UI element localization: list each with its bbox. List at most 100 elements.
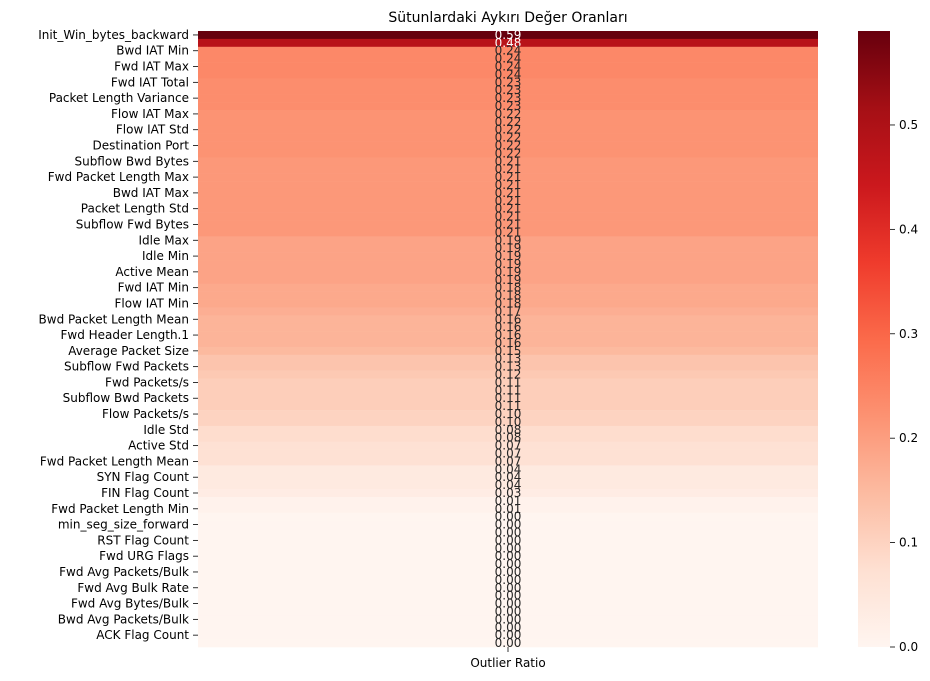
cell-value-label: 0.21: [495, 186, 522, 200]
heatmap-cell: [198, 196, 818, 206]
cell-value-label: 0.17: [495, 304, 522, 318]
cell-value-label: 0.01: [495, 502, 522, 516]
heatmap-cell: [198, 38, 818, 48]
heatmap-cell: [198, 94, 818, 103]
y-tick-label: Subflow Bwd Bytes: [74, 154, 189, 168]
y-tick-label: Idle Min: [142, 249, 189, 263]
colorbar: [858, 31, 890, 647]
heatmap-cell: [198, 228, 818, 237]
cell-value-label: 0.04: [495, 470, 522, 484]
cell-value-label: 0.11: [495, 391, 522, 405]
cell-value-label: 0.00: [495, 533, 522, 547]
y-tick-label: Fwd Avg Packets/Bulk: [59, 565, 189, 579]
y-tick-label: Bwd IAT Min: [116, 44, 189, 58]
y-tick-label: Fwd IAT Min: [118, 281, 189, 295]
heatmap-cell: [198, 46, 818, 55]
cell-value-label: 0.22: [495, 123, 522, 137]
heatmap-cell: [198, 212, 818, 221]
heatmap-cell: [198, 267, 818, 277]
heatmap-cell: [198, 433, 818, 442]
y-tick-label: Subflow Fwd Packets: [64, 360, 189, 374]
heatmap-cell: [198, 275, 818, 285]
heatmap-cell: [198, 323, 818, 332]
heatmap-cell: [198, 117, 818, 127]
y-tick-label: Average Packet Size: [68, 344, 189, 358]
cell-value-label: 0.00: [495, 573, 522, 587]
heatmap-cell: [198, 575, 818, 585]
heatmap-cell: [198, 204, 818, 213]
heatmap-cell: [198, 552, 818, 561]
y-tick-label: Subflow Fwd Bytes: [76, 217, 189, 231]
cell-value-label: 0.22: [495, 131, 522, 145]
heatmap-cell: [198, 283, 818, 292]
heatmap-cell: [198, 560, 818, 569]
cell-value-label: 0.10: [495, 407, 522, 421]
heatmap-cell: [198, 307, 818, 316]
heatmap-cell: [198, 133, 818, 142]
heatmap-cell: [198, 615, 818, 624]
cell-value-label: 0.00: [495, 636, 522, 650]
cell-value-label: 0.21: [495, 194, 522, 208]
cell-value-label: 0.21: [495, 217, 522, 231]
heatmap-cell: [198, 354, 818, 363]
heatmap-cell: [198, 512, 818, 521]
heatmap-cell: [198, 370, 818, 379]
cell-value-label: 0.59: [495, 28, 522, 42]
heatmap-cell: [198, 109, 818, 119]
cell-value-label: 0.00: [495, 549, 522, 563]
cell-value-label: 0.24: [495, 60, 522, 74]
y-tick-label: Idle Max: [139, 233, 190, 247]
heatmap-cell: [198, 188, 818, 198]
heatmap-cell: [198, 331, 818, 340]
y-tick-label: ACK Flag Count: [96, 628, 189, 642]
y-tick-label: Bwd IAT Max: [113, 186, 189, 200]
cell-value-label: 0.11: [495, 399, 522, 413]
colorbar-tick-label: 0.4: [899, 222, 918, 236]
cell-value-label: 0.00: [495, 597, 522, 611]
heatmap-cell: [198, 607, 818, 616]
heatmap-cell: [198, 631, 818, 640]
cell-value-label: 0.23: [495, 75, 522, 89]
colorbar-tick-label: 0.5: [899, 118, 918, 132]
cell-value-label: 0.16: [495, 336, 522, 350]
heatmap-cell: [198, 252, 818, 261]
cell-value-label: 0.16: [495, 312, 522, 326]
heatmap-cell: [198, 417, 818, 427]
cell-value-label: 0.21: [495, 162, 522, 176]
cell-value-label: 0.48: [495, 36, 522, 50]
cell-value-label: 0.00: [495, 525, 522, 539]
y-tick-label: Flow IAT Max: [111, 107, 189, 121]
heatmap-cell: [198, 394, 818, 403]
y-tick-label: Fwd Avg Bytes/Bulk: [71, 597, 189, 611]
y-tick-label: Flow IAT Min: [115, 296, 189, 310]
heatmap-cell: [198, 544, 818, 553]
colorbar-tick-label: 0.1: [899, 536, 918, 550]
y-tick-label: Subflow Bwd Packets: [63, 391, 189, 405]
y-tick-label: RST Flag Count: [97, 533, 189, 547]
heatmap-cell: [198, 441, 818, 450]
heatmap-cell: [198, 149, 818, 158]
y-tick-label: Bwd Avg Packets/Bulk: [58, 612, 189, 626]
cell-value-label: 0.00: [495, 557, 522, 571]
heatmap-cell: [198, 639, 818, 648]
heatmap-cell: [198, 62, 818, 71]
heatmap-cell: [198, 244, 818, 253]
cell-value-label: 0.22: [495, 115, 522, 129]
colorbar-tick-label: 0.3: [899, 327, 918, 341]
heatmap-cell: [198, 568, 818, 577]
heatmap-cell: [198, 102, 818, 111]
cell-value-label: 0.00: [495, 581, 522, 595]
cell-value-label: 0.22: [495, 139, 522, 153]
heatmap-cell: [198, 291, 818, 300]
y-tick-label: Fwd Packet Length Max: [48, 170, 189, 184]
cell-annotations: 0.590.480.240.240.240.240.230.230.230.23…: [495, 28, 522, 650]
heatmap-cell: [198, 599, 818, 608]
heatmap-cell: [198, 425, 818, 435]
cell-value-label: 0.04: [495, 462, 522, 476]
heatmap-cell: [198, 173, 818, 182]
heatmap-cell: [198, 362, 818, 371]
cell-value-label: 0.11: [495, 375, 522, 389]
y-tick-label: Packet Length Std: [81, 202, 189, 216]
heatmap-cell: [198, 220, 818, 229]
cell-value-label: 0.07: [495, 447, 522, 461]
